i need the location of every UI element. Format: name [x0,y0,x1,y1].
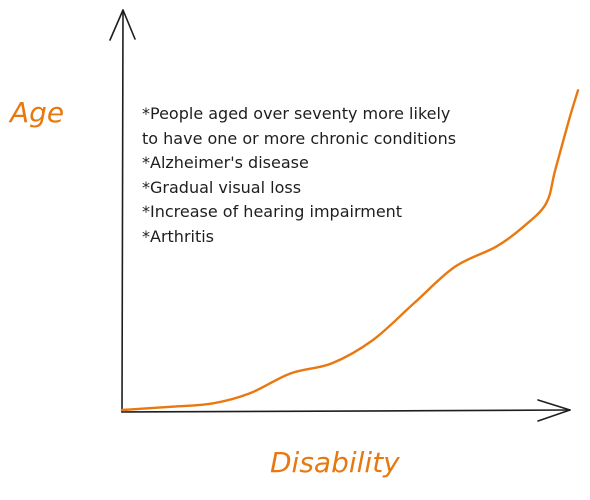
annotation-line: *Gradual visual loss [142,177,302,197]
series-line [120,89,580,412]
x-axis [121,409,571,413]
x-axis-label: Disability [270,446,400,479]
annotation-line: *Increase of hearing impairment [142,202,403,221]
y-axis-arrowhead [109,9,136,41]
x-axis-arrowhead [537,399,571,422]
annotation-line: *Alzheimer's disease [142,153,309,172]
y-axis-label: Age [10,96,65,129]
annotation-list: *People aged over seventy more likely to… [142,102,456,249]
y-axis [121,9,124,413]
annotation-line: to have one or more chronic conditions [142,128,457,148]
annotation-line: *Arthritis [142,226,215,246]
annotation-line: *People aged over seventy more likely [142,104,451,123]
